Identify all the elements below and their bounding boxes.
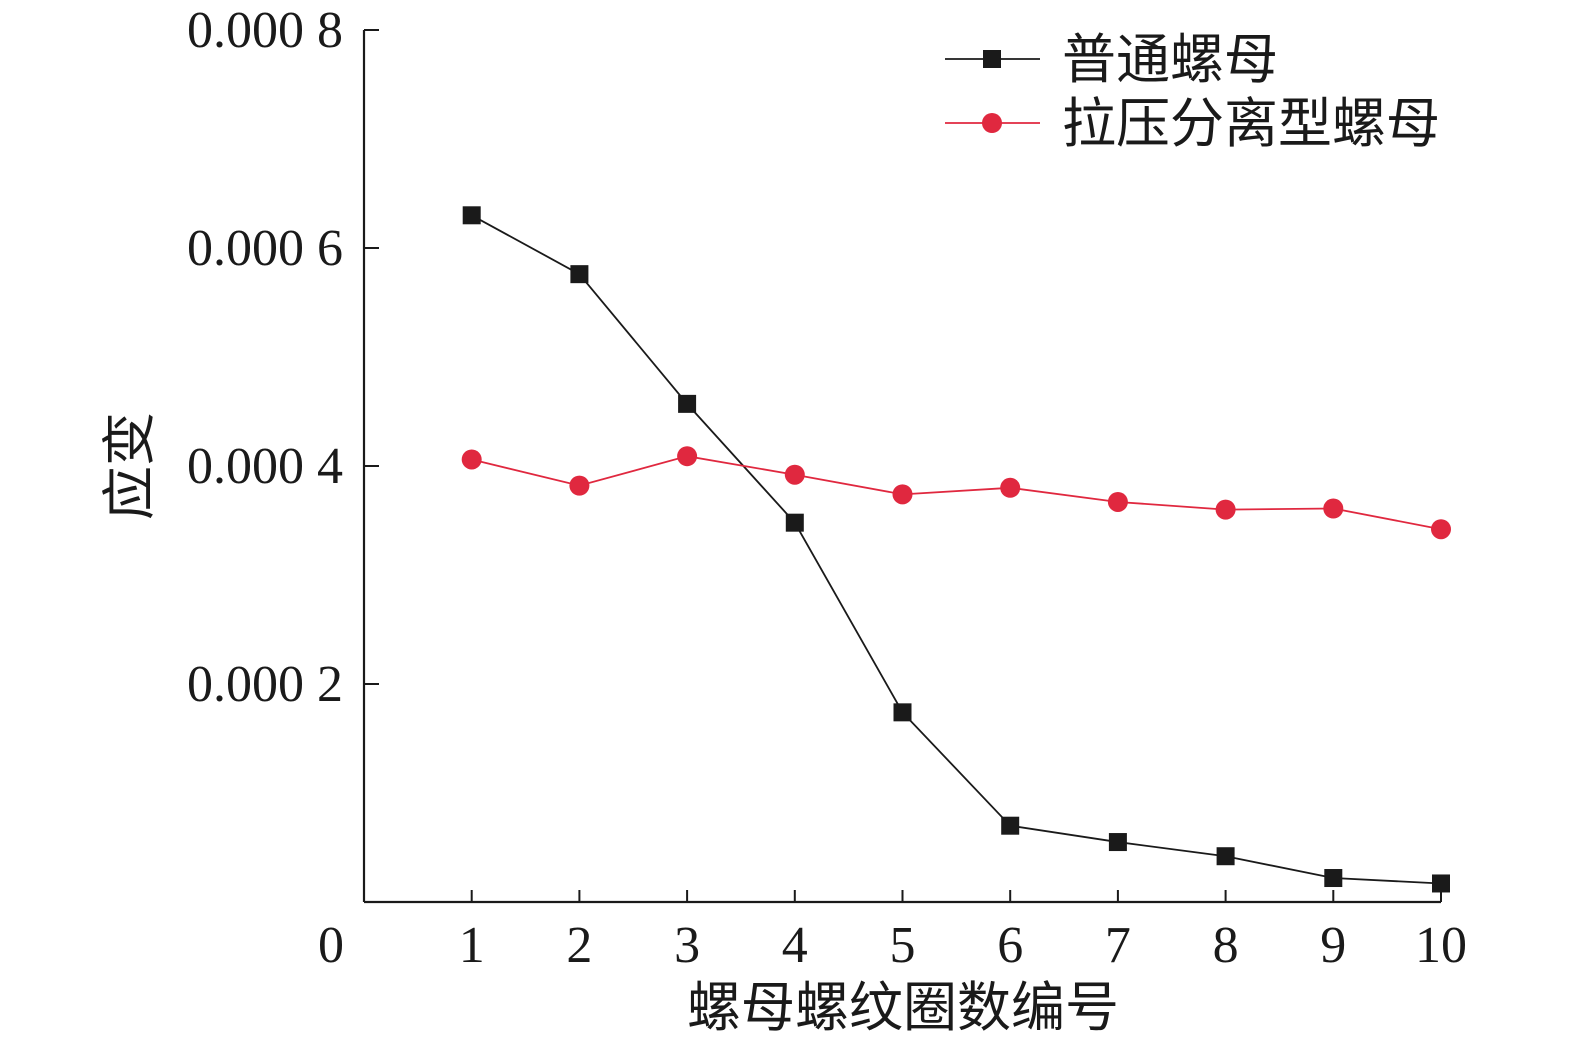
y-tick-label: 0.000 4 bbox=[187, 438, 343, 495]
x-tick-label: 9 bbox=[1320, 917, 1346, 974]
x-tick-label: 10 bbox=[1415, 917, 1467, 974]
x-axis-title: 螺母螺纹圈数编号 bbox=[687, 978, 1119, 1038]
x-tick-label: 4 bbox=[782, 917, 808, 974]
data-point bbox=[570, 265, 589, 284]
legend-marker bbox=[983, 50, 1001, 68]
data-point bbox=[893, 703, 912, 722]
x-tick-label: 3 bbox=[674, 917, 700, 974]
data-point bbox=[1432, 874, 1450, 893]
legend-item: 普通螺母 bbox=[945, 30, 1278, 90]
data-point bbox=[785, 513, 804, 532]
x-tick-label: 1 bbox=[459, 917, 485, 974]
data-point bbox=[892, 484, 913, 505]
legend-label: 拉压分离型螺母 bbox=[1062, 94, 1440, 154]
data-point bbox=[1000, 477, 1021, 498]
data-point bbox=[1324, 869, 1343, 888]
series-line bbox=[471, 455, 1442, 531]
legend-item: 拉压分离型螺母 bbox=[945, 94, 1440, 154]
series-layer bbox=[461, 206, 1451, 893]
data-point bbox=[784, 464, 805, 485]
data-point bbox=[1431, 519, 1451, 540]
data-point bbox=[677, 446, 698, 467]
data-point bbox=[1216, 847, 1235, 866]
data-point bbox=[462, 206, 481, 225]
series-line bbox=[471, 214, 1442, 885]
data-point bbox=[1323, 498, 1344, 519]
y-tick-label: 0.000 6 bbox=[187, 220, 343, 277]
series-2 bbox=[461, 446, 1451, 540]
series-1 bbox=[462, 206, 1450, 893]
x-tick-label: 7 bbox=[1105, 917, 1131, 974]
data-point bbox=[1001, 816, 1020, 835]
data-point bbox=[1108, 833, 1127, 852]
axes: 1 2 3 4 5 6 7 8 9 10 0 0.000 2 0.000 4 0.000 6 0.000 8 bbox=[187, 2, 1467, 974]
data-point bbox=[461, 449, 482, 470]
x-tick-label: 2 bbox=[566, 917, 592, 974]
y-axis-title: 应变 bbox=[100, 412, 160, 520]
y-tick-label: 0.000 2 bbox=[187, 656, 343, 713]
origin-tick-label: 0 bbox=[318, 917, 344, 974]
data-point bbox=[678, 394, 697, 413]
x-tick-label: 8 bbox=[1213, 917, 1239, 974]
x-tick-label: 6 bbox=[997, 917, 1023, 974]
legend-marker bbox=[982, 113, 1002, 133]
data-point bbox=[1215, 499, 1236, 520]
y-tick-label: 0.000 8 bbox=[187, 2, 343, 59]
x-tick-label: 5 bbox=[890, 917, 916, 974]
data-point bbox=[569, 475, 590, 496]
legend-label: 普通螺母 bbox=[1062, 30, 1278, 90]
data-point bbox=[1107, 491, 1128, 512]
